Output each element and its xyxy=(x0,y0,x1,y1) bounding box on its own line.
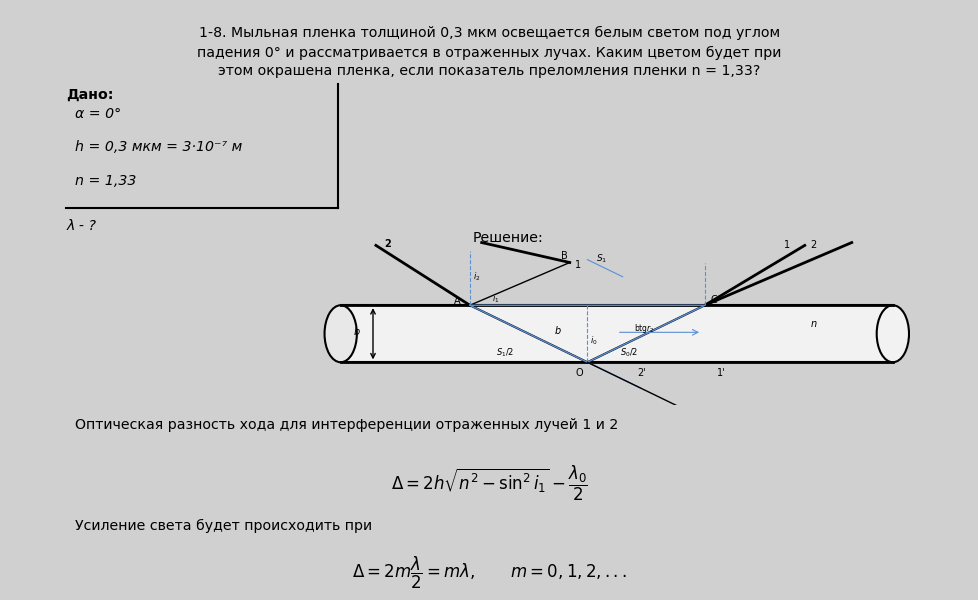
Text: C: C xyxy=(710,295,717,305)
Text: 1: 1 xyxy=(783,239,789,250)
Text: 2: 2 xyxy=(810,239,816,250)
Text: $\Delta = 2m\dfrac{\lambda}{2} = m\lambda, \qquad m = 0, 1, 2, ...$: $\Delta = 2m\dfrac{\lambda}{2} = m\lambd… xyxy=(352,554,626,591)
Text: B: B xyxy=(560,251,567,261)
Text: b: b xyxy=(353,327,360,337)
Text: Оптическая разность хода для интерференции отраженных лучей 1 и 2: Оптическая разность хода для интерференц… xyxy=(75,418,618,432)
Text: 2': 2' xyxy=(637,368,645,379)
Text: n: n xyxy=(810,319,816,329)
Text: 1-8. Мыльная пленка толщиной 0,3 мкм освещается белым светом под углом: 1-8. Мыльная пленка толщиной 0,3 мкм осв… xyxy=(199,26,779,40)
Text: O: O xyxy=(575,368,583,379)
Text: h = 0,3 мкм = 3·10⁻⁷ м: h = 0,3 мкм = 3·10⁻⁷ м xyxy=(67,140,243,154)
Text: $\Delta = 2h\sqrt{n^2 - \sin^2 i_1} - \dfrac{\lambda_0}{2}$: $\Delta = 2h\sqrt{n^2 - \sin^2 i_1} - \d… xyxy=(390,464,588,503)
Ellipse shape xyxy=(875,305,908,362)
Text: α = 0°: α = 0° xyxy=(67,107,121,121)
Text: n = 1,33: n = 1,33 xyxy=(67,174,136,188)
Text: этом окрашена пленка, если показатель преломления пленки n = 1,33?: этом окрашена пленка, если показатель пр… xyxy=(218,64,760,79)
Text: 1: 1 xyxy=(574,260,580,269)
Text: $i_0$: $i_0$ xyxy=(590,335,598,347)
Text: падения 0° и рассматривается в отраженных лучах. Каким цветом будет при: падения 0° и рассматривается в отраженны… xyxy=(198,46,780,59)
Bar xyxy=(340,305,892,362)
Ellipse shape xyxy=(325,305,357,362)
Text: λ - ?: λ - ? xyxy=(67,220,96,233)
Text: 2: 2 xyxy=(384,239,391,249)
Text: Дано:: Дано: xyxy=(67,88,113,102)
Text: $i_1$: $i_1$ xyxy=(492,293,499,305)
Text: Решение:: Решение: xyxy=(472,231,543,245)
Text: $i_2$: $i_2$ xyxy=(472,271,480,283)
Text: $S_0/2$: $S_0/2$ xyxy=(619,346,638,359)
Text: b: b xyxy=(555,326,560,336)
Text: $S_1$: $S_1$ xyxy=(596,252,606,265)
Text: 1': 1' xyxy=(716,368,725,379)
Text: btg$r_2$: btg$r_2$ xyxy=(634,322,654,335)
Text: $S_1/2$: $S_1/2$ xyxy=(496,346,514,359)
Text: Усиление света будет происходить при: Усиление света будет происходить при xyxy=(75,519,372,533)
Text: A: A xyxy=(453,296,460,306)
